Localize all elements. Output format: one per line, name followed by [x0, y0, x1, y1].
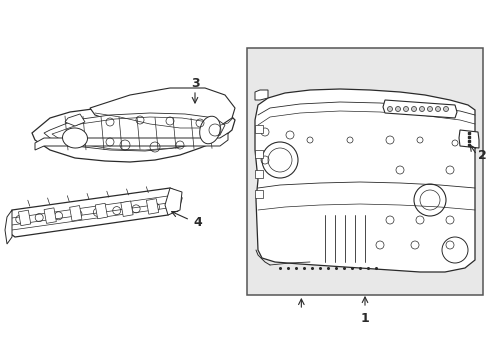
Polygon shape: [44, 113, 225, 151]
Bar: [44, 208, 56, 223]
Circle shape: [443, 107, 448, 112]
Polygon shape: [52, 117, 218, 150]
Polygon shape: [7, 188, 182, 237]
Circle shape: [412, 107, 416, 112]
Polygon shape: [5, 210, 12, 244]
Text: 1: 1: [361, 311, 369, 324]
Bar: [255, 190, 263, 198]
Circle shape: [395, 107, 400, 112]
Text: 4: 4: [194, 216, 202, 229]
Polygon shape: [32, 106, 235, 162]
Bar: [247, 48, 483, 295]
Polygon shape: [90, 88, 235, 133]
Polygon shape: [165, 188, 182, 215]
Ellipse shape: [63, 128, 88, 148]
Bar: [19, 210, 31, 226]
Circle shape: [388, 107, 392, 112]
Polygon shape: [65, 114, 85, 126]
Polygon shape: [459, 130, 479, 148]
Circle shape: [403, 107, 409, 112]
Polygon shape: [255, 90, 268, 100]
Bar: [255, 170, 263, 178]
Ellipse shape: [200, 116, 220, 144]
Polygon shape: [383, 100, 457, 118]
Bar: [255, 150, 263, 158]
Circle shape: [427, 107, 433, 112]
Bar: [121, 201, 133, 216]
Text: 2: 2: [478, 149, 487, 162]
Polygon shape: [255, 89, 475, 272]
Circle shape: [436, 107, 441, 112]
Circle shape: [419, 107, 424, 112]
Polygon shape: [35, 133, 228, 150]
Text: 3: 3: [191, 77, 199, 90]
Bar: [95, 203, 107, 219]
Bar: [147, 199, 159, 214]
Bar: [70, 206, 82, 221]
Bar: [255, 125, 263, 133]
